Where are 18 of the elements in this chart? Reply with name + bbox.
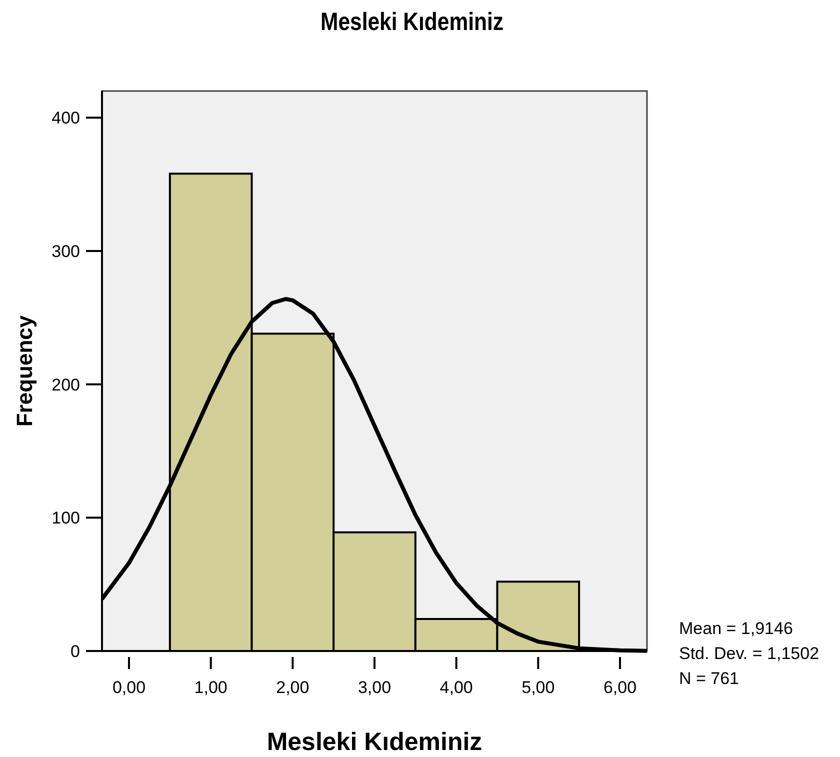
chart-title: Mesleki Kıdeminiz — [320, 7, 504, 36]
x-axis-title: Mesleki Kıdeminiz — [266, 728, 482, 756]
x-tick-label: 1,00 — [194, 678, 228, 697]
y-axis-title: Frequency — [12, 314, 37, 427]
y-tick-label: 100 — [52, 508, 80, 528]
x-tick-label: 4,00 — [440, 678, 473, 697]
x-tick-label: 2,00 — [276, 678, 310, 697]
text: Mean = 1,9146 — [679, 619, 793, 638]
y-tick-label: 0 — [70, 642, 80, 661]
x-tick-label: 5,00 — [522, 678, 555, 697]
text: N = 761 — [679, 669, 740, 688]
x-tick-label: 3,00 — [358, 678, 392, 697]
y-tick-label: 300 — [52, 242, 80, 261]
y-tick-label: 200 — [52, 375, 80, 394]
x-tick-label: 0,00 — [112, 678, 146, 697]
text: Std. Dev. = 1,1502 — [679, 644, 820, 663]
y-tick-label: 400 — [52, 108, 80, 128]
x-tick-label: 6,00 — [603, 678, 637, 697]
